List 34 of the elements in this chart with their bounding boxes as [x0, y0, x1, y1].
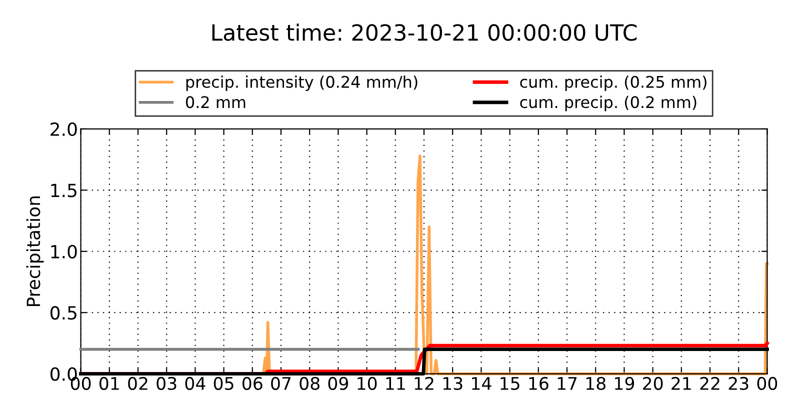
y-tick-label: 1.0 [51, 244, 77, 258]
legend-label: cum. precip. (0.2 mm) [520, 96, 696, 112]
legend-label: 0.2 mm [186, 96, 246, 108]
x-tick-label: 02 [128, 376, 148, 390]
y-axis-title: Precipitation [26, 196, 44, 306]
y-tick-label: 2.0 [50, 122, 77, 136]
x-tick-label: 09 [328, 376, 348, 390]
x-tick-label: 03 [156, 376, 176, 390]
x-tick-label: 15 [500, 377, 520, 390]
x-tick-label: 20 [643, 376, 663, 390]
x-tick-label: 10 [358, 376, 377, 390]
y-tick-label: 0.5 [50, 306, 76, 320]
x-tick-label: 17 [558, 377, 577, 390]
x-tick-label: 11 [386, 377, 405, 390]
x-tick-label: 06 [242, 376, 262, 390]
x-tick-label: 19 [615, 376, 634, 390]
x-tick-label: 12 [414, 376, 434, 390]
x-tick-label: 00 [757, 376, 778, 390]
x-tick-label: 23 [728, 376, 748, 390]
x-tick-label: 04 [185, 376, 206, 390]
x-tick-label: 05 [214, 376, 234, 390]
legend-label: precip. intensity (0.24 mm/h) [186, 76, 418, 92]
x-tick-label: 13 [443, 376, 462, 390]
x-tick-label: 07 [271, 376, 291, 390]
chart-title: Latest time: 2023-10-21 00:00:00 UTC [212, 24, 637, 41]
x-tick-label: 16 [529, 376, 548, 390]
x-tick-label: 21 [672, 376, 691, 390]
legend-label: cum. precip. (0.25 mm) [520, 76, 706, 92]
x-tick-label: 08 [300, 376, 320, 390]
x-tick-label: 01 [100, 376, 119, 390]
x-tick-label: 14 [472, 377, 492, 390]
x-tick-label: 18 [586, 376, 606, 390]
x-tick-label: 22 [700, 376, 720, 390]
y-tick-label: 1.5 [51, 184, 76, 198]
